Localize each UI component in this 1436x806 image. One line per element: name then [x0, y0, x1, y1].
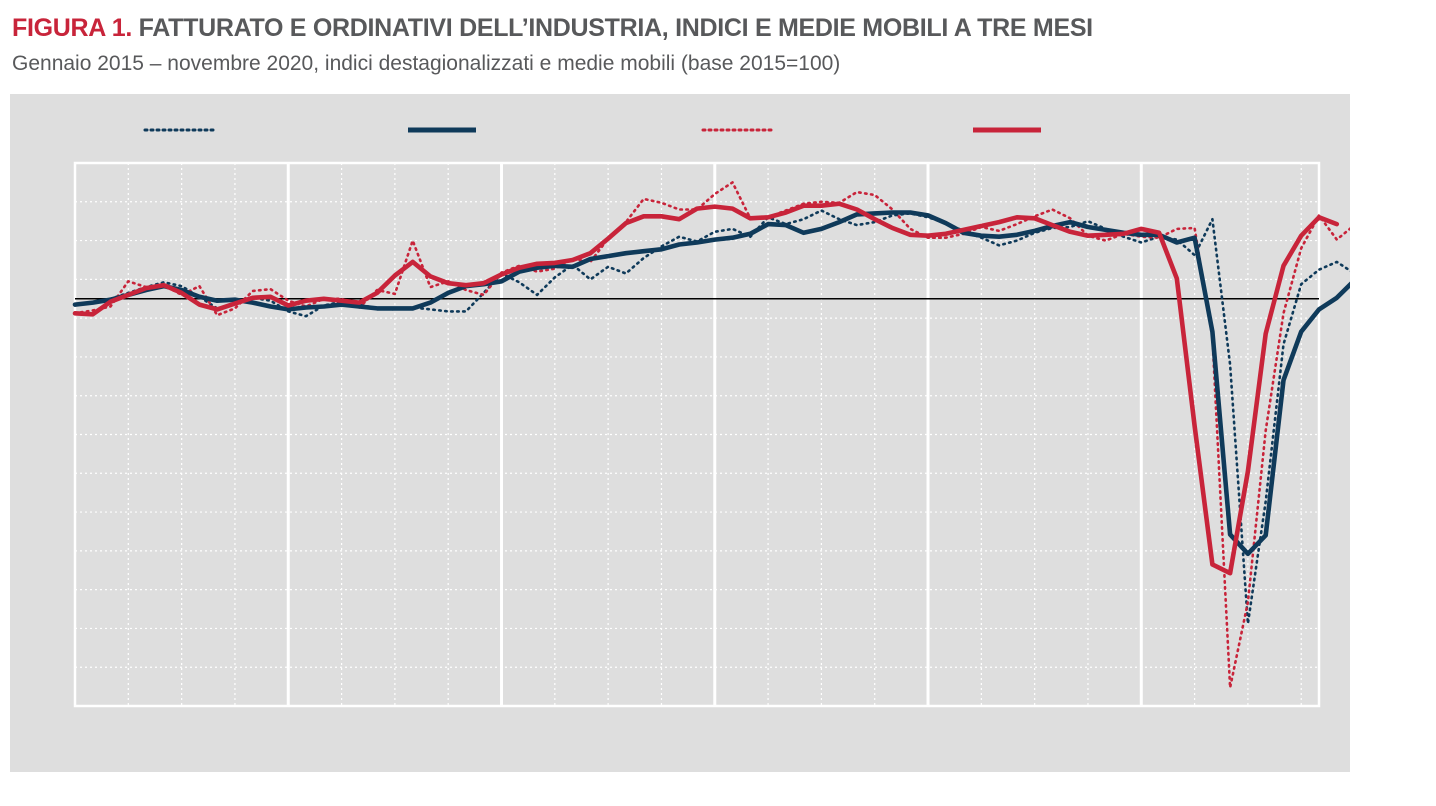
series-line-fatturato-indice [73, 209, 1350, 625]
figure-title: FIGURA 1. FATTURATO E ORDINATIVI DELL’IN… [12, 14, 1093, 43]
chart-panel [10, 94, 1350, 772]
grid-layer [73, 161, 1321, 708]
series-line-fatturato-media-mobile [72, 210, 1350, 557]
series-line-ordinativi-indice [73, 181, 1350, 689]
figure-subtitle: Gennaio 2015 – novembre 2020, indici des… [12, 52, 841, 75]
figure-label-prefix: FIGURA 1. [12, 14, 132, 42]
series-line-ordinativi-media-mobile [72, 201, 1340, 576]
series-layer [72, 181, 1350, 689]
figure-title-text: FATTURATO E ORDINATIVI DELL’INDUSTRIA, I… [138, 14, 1093, 42]
line-chart [72, 127, 1350, 708]
